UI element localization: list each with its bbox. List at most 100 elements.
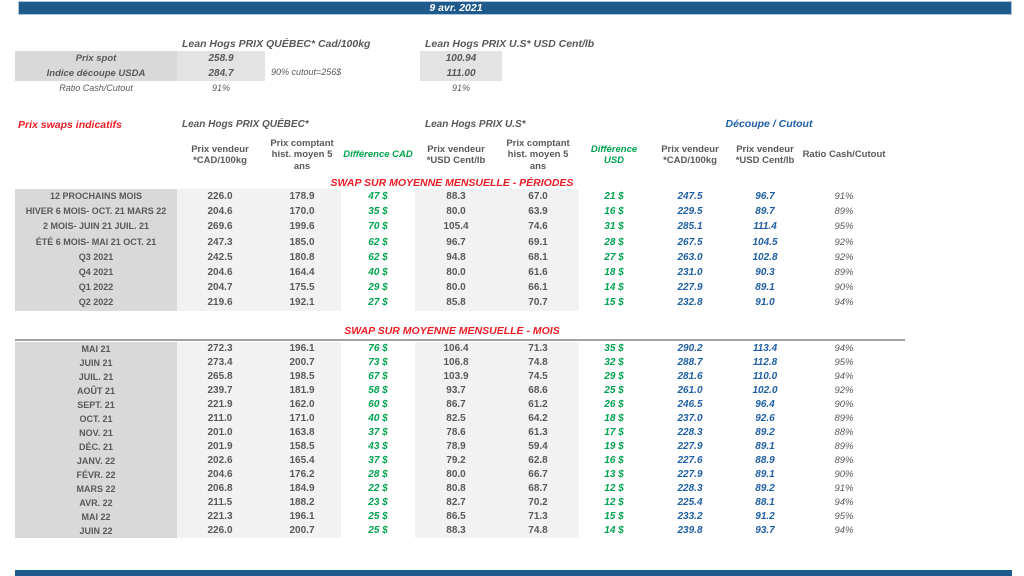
ratio-value-qc: 91% bbox=[211, 83, 230, 93]
value-cell: 281.6 bbox=[677, 371, 703, 382]
report-date: 9 avr. 2021 bbox=[429, 2, 483, 14]
value-cell: 88.3 bbox=[415, 524, 497, 538]
value-cell: 80.0 bbox=[415, 264, 497, 281]
value-cell: 202.6 bbox=[177, 454, 263, 468]
value-cell: 62.8 bbox=[497, 454, 579, 468]
us-price-title: Lean Hogs PRIX U.S* USD Cent/lb bbox=[425, 38, 595, 50]
column-header-spacer bbox=[15, 134, 177, 176]
value-cell: 263.0 bbox=[677, 251, 703, 263]
bottom-bar bbox=[15, 570, 1012, 576]
row-label: MAI 21 bbox=[15, 342, 177, 356]
value-cell: 201.0 bbox=[177, 426, 263, 440]
value-cell: 228.3 bbox=[677, 427, 703, 438]
spot-label: Prix spot bbox=[15, 51, 177, 66]
value-cell: 106.4 bbox=[415, 342, 497, 356]
column-header: Prix vendeur *USD Cent/lb bbox=[735, 143, 795, 166]
value-cell: 62 $ bbox=[368, 236, 388, 248]
value-cell: 17 $ bbox=[604, 427, 624, 438]
value-cell: 246.5 bbox=[677, 399, 703, 410]
row-label: ÉTÉ 6 MOIS- MAI 21 OCT. 21 bbox=[15, 234, 177, 250]
value-cell: 247.5 bbox=[677, 191, 703, 202]
value-cell: 181.9 bbox=[263, 384, 341, 398]
column-header-row: Prix vendeur *CAD/100kg Prix comptant his… bbox=[15, 134, 889, 176]
value-cell: 70.2 bbox=[497, 496, 579, 510]
value-cell: 19 $ bbox=[604, 441, 624, 452]
value-cell: 103.9 bbox=[415, 370, 497, 384]
value-cell: 89.1 bbox=[755, 282, 775, 294]
value-cell: 95% bbox=[834, 357, 854, 368]
value-cell: 267.5 bbox=[677, 236, 703, 248]
row-label: Q3 2021 bbox=[15, 249, 177, 265]
value-cell: 27 $ bbox=[368, 297, 388, 309]
row-label: 12 PROCHAINS MOIS bbox=[15, 189, 177, 205]
value-cell: 198.5 bbox=[263, 370, 341, 384]
value-cell: 35 $ bbox=[604, 343, 624, 354]
value-cell: 71.3 bbox=[497, 510, 579, 524]
value-cell: 74.6 bbox=[497, 219, 579, 235]
value-cell: 89% bbox=[834, 266, 854, 278]
value-cell: 73 $ bbox=[368, 357, 388, 368]
value-cell: 89.1 bbox=[755, 441, 775, 452]
value-cell: 94% bbox=[834, 525, 854, 536]
value-cell: 227.6 bbox=[677, 455, 703, 466]
value-cell: 47 $ bbox=[368, 191, 388, 202]
row-label: AOÛT 21 bbox=[15, 384, 177, 398]
value-cell: 74.8 bbox=[497, 356, 579, 370]
value-cell: 232.8 bbox=[677, 297, 703, 309]
value-cell: 25 $ bbox=[368, 511, 388, 522]
value-cell: 204.6 bbox=[177, 204, 263, 220]
value-cell: 227.9 bbox=[677, 441, 703, 452]
value-cell: 200.7 bbox=[263, 524, 341, 538]
row-label: AVR. 22 bbox=[15, 496, 177, 510]
value-cell: 95% bbox=[834, 511, 854, 522]
value-cell: 290.2 bbox=[677, 343, 703, 354]
row-label: JANV. 22 bbox=[15, 454, 177, 468]
spot-row: Prix spot 258.9 bbox=[15, 51, 265, 66]
value-cell: 70 $ bbox=[368, 221, 388, 233]
value-cell: 23 $ bbox=[368, 497, 388, 508]
value-cell: 92% bbox=[834, 251, 854, 263]
value-cell: 201.9 bbox=[177, 440, 263, 454]
value-cell: 61.2 bbox=[497, 398, 579, 412]
value-cell: 12 $ bbox=[604, 483, 624, 494]
row-label: JUIL. 21 bbox=[15, 370, 177, 384]
value-cell: 15 $ bbox=[604, 297, 624, 309]
decoupe-cutout-header: Découpe / Cutout bbox=[725, 118, 813, 130]
value-cell: 162.0 bbox=[263, 398, 341, 412]
row-label: MARS 22 bbox=[15, 482, 177, 496]
value-cell: 94% bbox=[834, 297, 854, 309]
value-cell: 16 $ bbox=[604, 455, 624, 466]
value-cell: 14 $ bbox=[604, 282, 624, 294]
value-cell: 192.1 bbox=[263, 295, 341, 311]
value-cell: 93.7 bbox=[415, 384, 497, 398]
value-cell: 28 $ bbox=[604, 236, 624, 248]
value-cell: 62 $ bbox=[368, 251, 388, 263]
value-cell: 178.9 bbox=[263, 189, 341, 205]
value-cell: 21 $ bbox=[604, 191, 624, 202]
value-cell: 273.4 bbox=[177, 356, 263, 370]
value-cell: 40 $ bbox=[368, 413, 388, 424]
cutout-index-value-us: 111.00 bbox=[420, 66, 502, 81]
value-cell: 82.5 bbox=[415, 412, 497, 426]
value-cell: 88.9 bbox=[755, 455, 775, 466]
value-cell: 196.1 bbox=[263, 342, 341, 356]
value-cell: 80.0 bbox=[415, 280, 497, 296]
value-cell: 180.8 bbox=[263, 249, 341, 265]
value-cell: 185.0 bbox=[263, 234, 341, 250]
value-cell: 90% bbox=[834, 282, 854, 294]
value-cell: 247.3 bbox=[177, 234, 263, 250]
value-cell: 31 $ bbox=[604, 221, 624, 233]
value-cell: 92.6 bbox=[755, 413, 775, 424]
value-cell: 32 $ bbox=[604, 357, 624, 368]
value-cell: 96.7 bbox=[755, 191, 775, 202]
value-cell: 14 $ bbox=[604, 525, 624, 536]
value-cell: 78.9 bbox=[415, 440, 497, 454]
value-cell: 110.0 bbox=[752, 371, 778, 382]
value-cell: 226.0 bbox=[177, 189, 263, 205]
value-cell: 165.4 bbox=[263, 454, 341, 468]
value-cell: 239.8 bbox=[677, 525, 703, 536]
value-cell: 28 $ bbox=[368, 469, 388, 480]
value-cell: 67.0 bbox=[497, 189, 579, 205]
value-cell: 74.8 bbox=[497, 524, 579, 538]
